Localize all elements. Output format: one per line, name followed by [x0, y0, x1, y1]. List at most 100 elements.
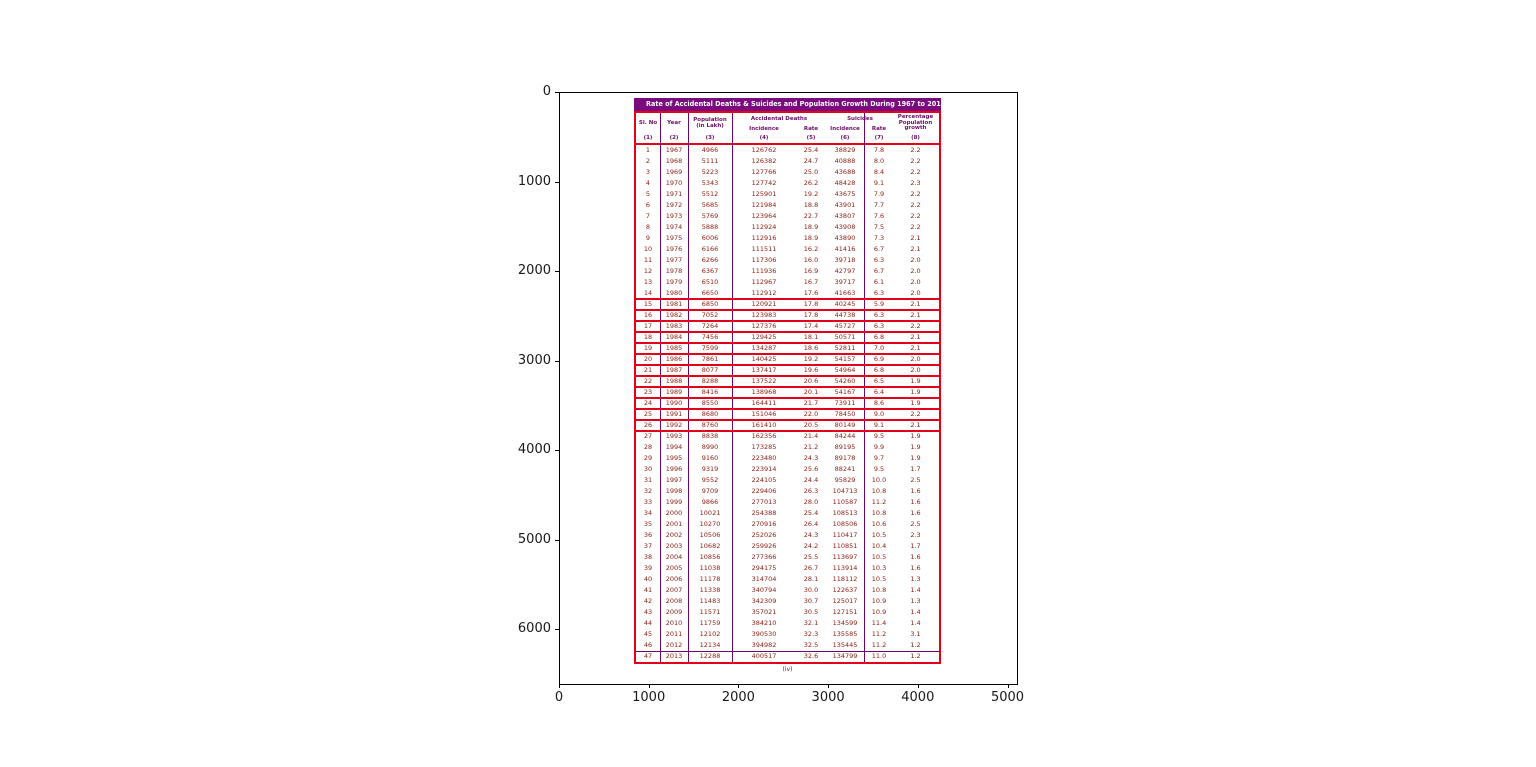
table-cell: 6166	[701, 245, 719, 253]
header-population: Population (in Lakh)	[693, 116, 727, 129]
table-cell: 89178	[834, 454, 856, 462]
table-cell: 5223	[701, 168, 719, 176]
y-tick-label: 1000	[517, 173, 551, 189]
table-cell: 6006	[701, 234, 719, 242]
table-cell: 8.4	[873, 168, 885, 176]
table-cell: 25	[643, 410, 653, 418]
x-tick-label: 0	[554, 690, 564, 705]
y-tick-mark	[555, 539, 559, 541]
table-cell: 18.6	[803, 344, 819, 352]
table-cell: 11.0	[871, 652, 887, 660]
table-cell: 8077	[701, 366, 719, 374]
table-body: 1 1967 4966 126762 25.4 38829 7.8 2.2 2 1968 5111 1…	[636, 145, 939, 662]
table-cell: 224105	[751, 476, 777, 484]
table-cell: 2.3	[910, 531, 921, 539]
table-cell: 118112	[832, 575, 858, 583]
table-cell: 112924	[751, 223, 777, 231]
table-row: 8 1974 5888 112924 18.9 43908 7.5 2.2	[636, 222, 939, 233]
table-cell: 45727	[834, 322, 856, 330]
table-cell: 20.1	[803, 388, 819, 396]
header-sl-no: Sl. No	[638, 119, 658, 126]
table-title: Rate of Accidental Deaths & Suicides and…	[646, 100, 941, 108]
table-cell: 11038	[699, 564, 721, 572]
table-cell: 28.1	[803, 575, 819, 583]
table-cell: 394982	[751, 641, 777, 649]
table-cell: 1.6	[910, 487, 921, 495]
table-cell: 16.7	[803, 278, 819, 286]
table-cell: 1.4	[910, 608, 921, 616]
table-cell: 20.5	[803, 421, 819, 429]
table-cell: 21.2	[803, 443, 819, 451]
table-cell: 9.1	[873, 421, 885, 429]
table-cell: 20.6	[803, 377, 819, 385]
table-cell: 9552	[701, 476, 719, 484]
y-tick-label: 3000	[517, 352, 551, 368]
table-cell: 42	[643, 597, 653, 605]
table-cell: 54167	[834, 388, 856, 396]
y-tick-label: 5000	[517, 531, 551, 547]
table-cell: 9319	[701, 465, 719, 473]
table-cell: 2.2	[910, 168, 921, 176]
table-cell: 25.4	[803, 146, 819, 154]
table-cell: 121984	[751, 201, 777, 209]
table-row: 38 2004 10856 277366 25.5 113697 10.5 1.6	[636, 552, 939, 563]
table-cell: 6.3	[873, 256, 885, 264]
table-cell: 2003	[665, 542, 683, 550]
table-cell: 7.3	[873, 234, 885, 242]
table-cell: 18	[643, 333, 653, 341]
x-tick-mark	[1007, 684, 1009, 688]
y-tick-mark	[555, 271, 559, 273]
table-row: 36 2002 10506 252026 24.3 110417 10.5 2.3	[636, 530, 939, 541]
table-cell: 357021	[751, 608, 777, 616]
table-cell: 48428	[834, 179, 856, 187]
table-cell: 43807	[834, 212, 856, 220]
table-cell: 223914	[751, 465, 777, 473]
table-cell: 15	[643, 300, 653, 308]
y-tick-label: 6000	[517, 621, 551, 637]
table-cell: 43675	[834, 190, 856, 198]
table-row: 35 2001 10270 270916 26.4 108506 10.6 2.5	[636, 519, 939, 530]
y-tick-mark	[555, 629, 559, 631]
table-cell: 340794	[751, 586, 777, 594]
table-cell: 1980	[665, 289, 683, 297]
table-cell: 18.1	[803, 333, 819, 341]
table-cell: 6850	[701, 300, 719, 308]
table-cell: 54260	[834, 377, 856, 385]
table-cell: 4966	[701, 146, 719, 154]
table-cell: 125017	[832, 597, 858, 605]
table-cell: 7.9	[873, 190, 885, 198]
x-tick-mark	[917, 684, 919, 688]
table-cell: 2.0	[910, 267, 921, 275]
table-cell: 2.1	[910, 300, 921, 308]
table-row: 15 1981 6850 120921 17.8 40245 5.9 2.1	[636, 299, 939, 310]
table-cell: 10021	[699, 509, 721, 517]
table-cell: 1.9	[910, 377, 921, 385]
table-cell: 32.6	[803, 652, 819, 660]
table-cell: 10.8	[871, 586, 887, 594]
table-row: 47 2013 12288 400517 32.6 134799 11.0 1.2	[636, 651, 939, 662]
table-cell: 25.4	[803, 509, 819, 517]
table-cell: 2.2	[910, 157, 921, 165]
table-row: 40 2006 11178 314704 28.1 118112 10.5 1.3	[636, 574, 939, 585]
table-cell: 35	[643, 520, 653, 528]
table-cell: 1.9	[910, 443, 921, 451]
table-cell: 1997	[665, 476, 683, 484]
y-tick-mark	[555, 92, 559, 93]
table-cell: 314704	[751, 575, 777, 583]
table-cell: 52811	[834, 344, 856, 352]
table-cell: 8760	[701, 421, 719, 429]
table-cell: 140425	[751, 355, 777, 363]
x-tick-mark	[738, 684, 740, 688]
table-cell: 384210	[751, 619, 777, 627]
table-cell: 126382	[751, 157, 777, 165]
table-cell: 24.7	[803, 157, 819, 165]
table-row: 19 1985 7599 134287 18.6 52811 7.0 2.1	[636, 343, 939, 354]
header-accidental-deaths: Accidental Deaths	[750, 115, 808, 122]
header-col-number: (7)	[874, 134, 884, 141]
table-cell: 6.9	[873, 355, 885, 363]
table-cell: 5888	[701, 223, 719, 231]
table-cell: 2	[645, 157, 651, 165]
table-row: 1 1967 4966 126762 25.4 38829 7.8 2.2	[636, 145, 939, 156]
table-cell: 19	[643, 344, 653, 352]
table-cell: 54964	[834, 366, 856, 374]
